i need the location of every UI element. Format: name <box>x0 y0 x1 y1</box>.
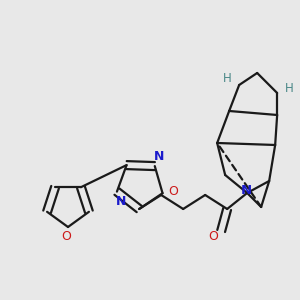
Text: N: N <box>116 195 126 208</box>
Text: H: H <box>223 73 232 85</box>
Text: O: O <box>169 185 178 198</box>
Text: H: H <box>285 82 293 95</box>
Text: N: N <box>241 184 252 197</box>
Text: O: O <box>61 230 71 244</box>
Text: N: N <box>154 150 164 163</box>
Text: O: O <box>208 230 218 244</box>
